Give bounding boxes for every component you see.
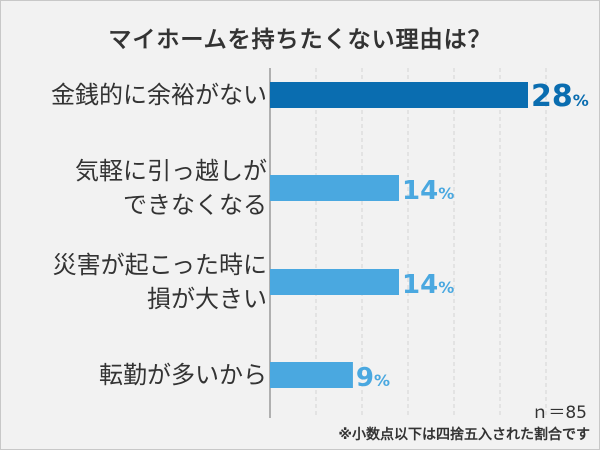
category-label: 金銭的に余裕がない [51, 81, 267, 109]
chart-title: マイホームを持ちたくない理由は？ [108, 27, 492, 53]
sample-size-note: ｎ＝85 [531, 403, 587, 423]
bar [270, 175, 399, 201]
bar [270, 269, 399, 295]
category-label: 転勤が多いから [99, 361, 267, 389]
bar [270, 82, 528, 108]
category-label: できなくなる [123, 191, 267, 219]
bar [270, 362, 353, 388]
bar-value-label: 14% [402, 270, 454, 300]
bar-value-label: 14% [402, 176, 454, 206]
category-label: 損が大きい [147, 285, 267, 313]
category-label: 災害が起こった時に [52, 251, 267, 279]
category-label: 気軽に引っ越しが [75, 157, 267, 185]
bar-value-label: 28% [531, 79, 589, 114]
rounding-footnote: ※小数点以下は四捨五入された割合です [338, 427, 590, 443]
bar-value-label: 9% [356, 363, 390, 393]
